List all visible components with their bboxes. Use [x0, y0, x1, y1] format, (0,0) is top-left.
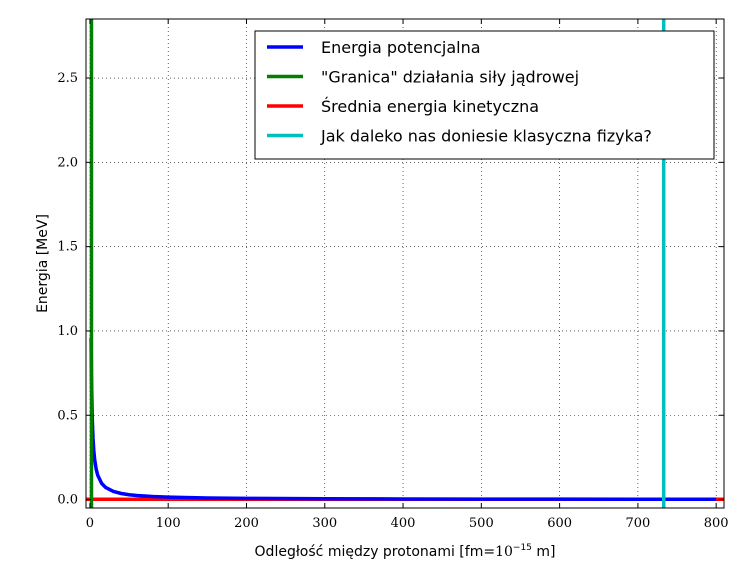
x-tick-label: 100: [156, 516, 181, 531]
legend-label: Energia potencjalna: [321, 38, 481, 57]
x-axis-label: Odległość między protonami [fm=10−15 m]: [255, 543, 556, 560]
x-axis-label-exponent: −15: [513, 543, 532, 553]
y-tick-label: 2.0: [57, 155, 78, 170]
x-axis-label-math: 10: [495, 544, 513, 560]
x-tick-label: 0: [86, 516, 94, 531]
y-tick-label: 1.5: [57, 240, 78, 255]
x-tick-label: 300: [312, 516, 337, 531]
plot-series: [86, 19, 724, 508]
x-tick-label: 500: [469, 516, 494, 531]
y-axis-label: Energia [MeV]: [35, 214, 51, 313]
x-axis-label-tail: m]: [532, 544, 556, 560]
x-tick-label: 700: [625, 516, 650, 531]
y-tick-label: 0.0: [57, 493, 78, 508]
legend-label: "Granica" działania siły jądrowej: [321, 68, 579, 87]
legend-box: [254, 30, 715, 160]
axis-ticks: 0 100 200 300 400 500 600 700 800 0.0 0.5 1.0 1.5 2.0…: [57, 19, 729, 531]
y-tick-label: 2.5: [57, 71, 78, 86]
x-tick-label: 800: [704, 516, 729, 531]
series-line-1: [89, 337, 717, 502]
y-tick-label: 1.0: [57, 324, 78, 339]
x-axis-label-text: Odległość między protonami [fm=: [255, 544, 496, 560]
plot-frame: [85, 18, 725, 509]
y-tick-label: 0.5: [57, 408, 78, 423]
x-tick-label: 400: [391, 516, 416, 531]
legend-label: Średnia energia kinetyczna: [321, 97, 539, 116]
x-tick-label: 200: [234, 516, 259, 531]
legend: Energia potencjalna "Granica" działania s…: [254, 30, 715, 160]
x-tick-label: 600: [547, 516, 572, 531]
legend-label: Jak daleko nas doniesie klasyczna fizyka…: [320, 127, 652, 146]
